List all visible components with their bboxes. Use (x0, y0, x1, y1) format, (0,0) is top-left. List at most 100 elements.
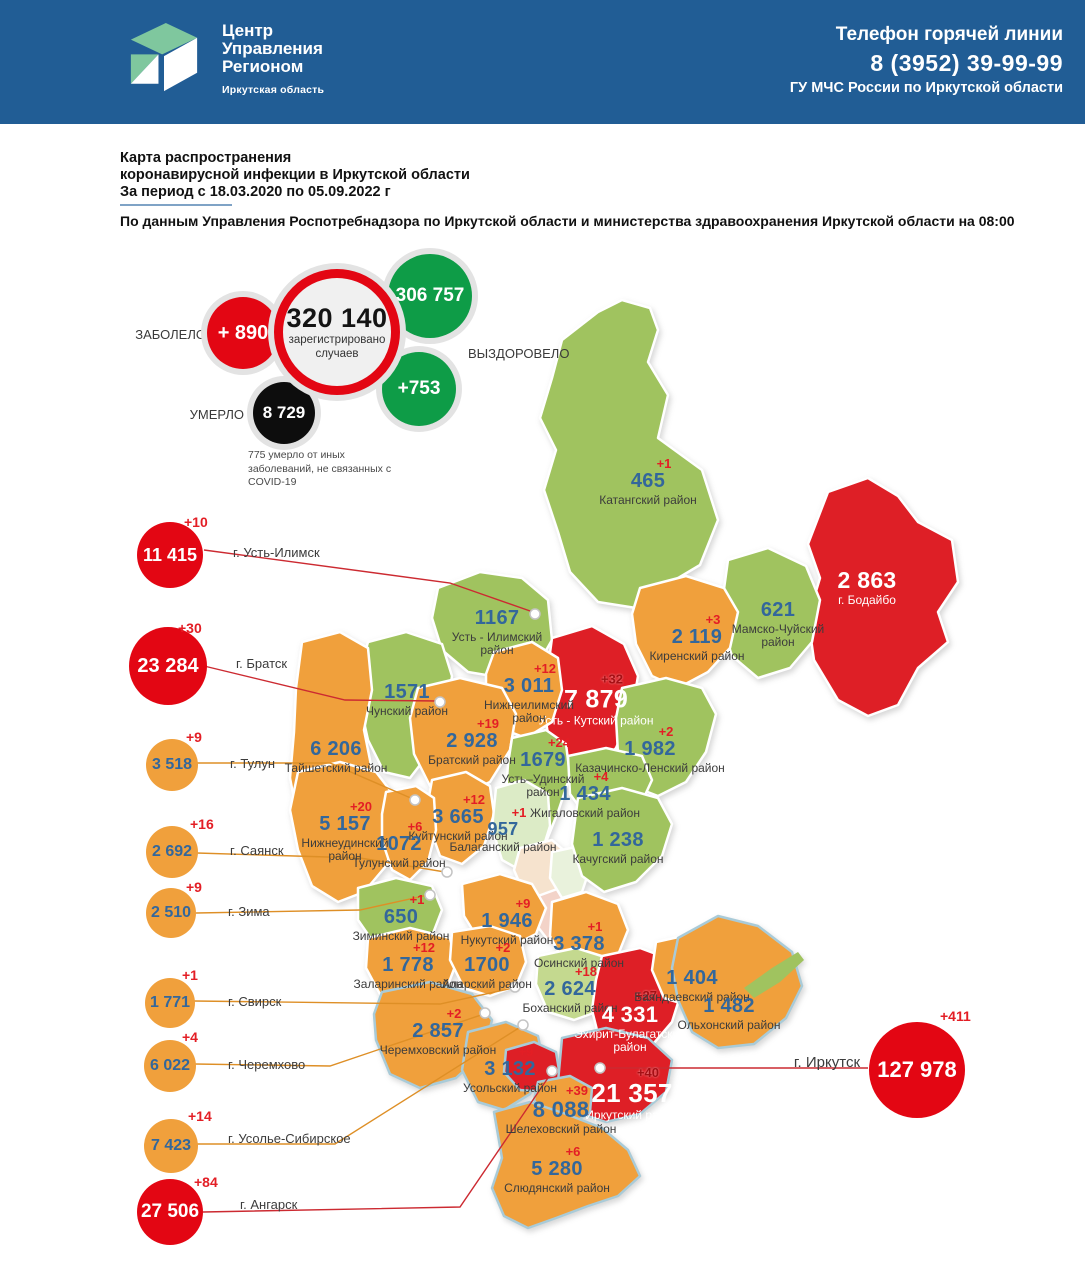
org-name: Центр Управления Регионом Иркутская обла… (222, 21, 325, 96)
died-circle: 8 729 (253, 382, 315, 444)
registered-value: 320 140 (286, 302, 388, 333)
district-label-bokhansky: +18 2 624 Боханский район (522, 963, 618, 1015)
city-circle-angarsk: 27 506 (137, 1179, 203, 1245)
connector-lines (193, 549, 868, 1213)
district-label-slyudyansky: +6 5 280 Слюдянский район (504, 1143, 610, 1195)
city-dot (441, 866, 453, 878)
district-label-ekhirit-bulagatsky: +27 4 331 Эхирит-Булагатский район (574, 988, 686, 1055)
sick-label: ЗАБОЛЕЛО (135, 327, 206, 342)
district-label-nizhneudinsky: +20 5 157 Нижнеудинский район (301, 799, 389, 864)
city-label: г. Зима (228, 904, 270, 919)
hotline-phone: 8 (3952) 39-99-99 (870, 50, 1063, 76)
title-line: коронавирусной инфекции в Иркутской обла… (120, 166, 470, 183)
city-label: г. Черемхово (228, 1057, 306, 1072)
region-olkhon-island (744, 952, 804, 998)
city-delta: +84 (194, 1174, 218, 1190)
city-delta: +10 (184, 514, 208, 530)
title-line: За период с 18.03.2020 по 05.09.2022 г (120, 183, 391, 200)
org-line: Управления (222, 39, 323, 59)
connector-cheremkhovo (194, 1013, 485, 1067)
district-label-balagansky: +1 957 Балаганский район (449, 805, 557, 854)
district-label-kazachinsko-lensky: +2 1 982 Казачинско-Ленский район (575, 723, 725, 775)
city-delta: +411 (940, 1008, 971, 1024)
city-label: г. Ангарск (240, 1197, 298, 1212)
connector-ust-ilimsk (203, 549, 534, 613)
district-label-alarsky: +2 1700 Аларский район (442, 939, 532, 991)
connector-angarsk (202, 1071, 553, 1213)
city-circle-irkutsk: 127 978 (869, 1022, 965, 1118)
city-circle-sayansk: 2 692 (146, 826, 198, 878)
district-label-bodaibo: 2 863 г. Бодайбо (837, 567, 897, 608)
district-label-mamsko-chuisky: 621 Мамско-Чуйский район (731, 599, 825, 650)
city-label: г. Братск (236, 656, 288, 671)
city-circle-cheremkhovo: 6 022 (144, 1040, 196, 1092)
org-subtitle: Иркутская область (222, 83, 325, 96)
city-delta: +30 (178, 620, 202, 636)
city-dot (594, 1062, 606, 1074)
org-line: Регионом (222, 57, 304, 77)
city-delta: +1 (182, 967, 198, 983)
city-circle-bratsk: 23 284 (129, 627, 207, 705)
district-label-cheremkhovsky: +2 2 857 Черемховский район (379, 1005, 497, 1057)
connector-svirsk (193, 987, 514, 1005)
district-label-ust-ilimsky: 1167 Усть - Илимский район (451, 607, 543, 658)
region-tulunsky (380, 784, 438, 882)
region-kachugsky (570, 786, 674, 894)
district-label-bratsky: +19 2 928 Братский район (428, 715, 516, 767)
district-label-chunsky: 1571 Чунский район (366, 680, 448, 718)
region-nizhneudinsky (288, 760, 400, 904)
district-label-ust-kutsky: +32 7 879 Усть - Кутский район (538, 671, 654, 728)
city-dot (479, 1007, 491, 1019)
city-dot (546, 1065, 558, 1077)
connector-usolye (196, 1025, 523, 1145)
city-dot (409, 794, 421, 806)
city-dot (424, 889, 436, 901)
city-label: г. Тулун (230, 756, 276, 771)
district-label-kuitunsky: +12 3 665 Куйтунский район (408, 791, 508, 843)
connector-sayansk (196, 852, 446, 873)
city-dot (517, 1019, 529, 1031)
city-circle-zima: 2 510 (146, 888, 196, 938)
district-label-zalarinsky: +12 1 778 Заларинский район (353, 939, 463, 991)
district-label-nizhneilimsky: +12 3 011 Нижнеилимский район (483, 661, 574, 726)
district-label-zhigalovsky: +4 1 434 Жигаловский район (530, 768, 640, 820)
district-label-tulunsky: +6 1072 Тулунский район (352, 818, 446, 870)
city-label: г. Свирск (228, 994, 282, 1009)
sick-delta-circle: + 890 (207, 297, 279, 369)
hotline-org: ГУ МЧС России по Иркутской области (789, 80, 1063, 96)
city-label: г. Усть-Илимск (233, 545, 320, 560)
connector-bratsk (203, 665, 439, 702)
region-olkhonsky (670, 914, 804, 1050)
district-label-bayandaevsky: 1 404 Баяндаевский район (634, 966, 750, 1004)
recovered-delta-circle: +753 (382, 352, 456, 426)
city-label: г. Иркутск (793, 1054, 860, 1071)
city-circle-usolye-sibirskoye: 7 423 (144, 1119, 198, 1173)
district-label-olkhonsky: 1 482 Ольхонский район (677, 994, 781, 1032)
registered-sub: случаев (315, 347, 359, 360)
title-line: Карта распространения (120, 150, 292, 166)
city-delta: +16 (190, 816, 214, 832)
district-label-ust-udinsky: +24 1679 Усть–Удинский район (501, 735, 585, 800)
data-source-line: По данным Управления Роспотребнадзора по… (120, 213, 1015, 229)
died-value: 8 729 (262, 403, 306, 422)
district-label-shelekhovsky: +39 8 088 Шелеховский район (505, 1082, 617, 1136)
died-label: УМЕРЛО (189, 407, 244, 422)
recovered-circle: 306 757 (388, 254, 472, 338)
district-label-irkutsky: +40 21 357 Иркутский район (585, 1064, 679, 1122)
district-label-osinsky: +1 3 378 Осинский район (533, 918, 625, 970)
hotline-title: Телефон горячей линии (835, 24, 1063, 45)
recovered-delta-value: +753 (397, 378, 441, 399)
district-label-taishetsky: 6 206 Тайшетский район (284, 737, 388, 775)
district-label-kachugsky: 1 238 Качугский район (572, 828, 664, 866)
district-label-usolsky: +9 3 132 Усольский район (463, 1043, 557, 1095)
city-delta: +9 (186, 729, 202, 745)
district-label-ziminsky: +1 650 Зиминский район (352, 891, 450, 943)
title-underline (120, 204, 232, 206)
city-delta: +9 (186, 879, 202, 895)
city-markers (409, 608, 606, 1077)
map-title: Карта распространения коронавирусной инф… (120, 150, 470, 200)
connector-tulun (197, 762, 414, 800)
city-circle-svirsk: 1 771 (145, 978, 195, 1028)
city-delta: +14 (188, 1108, 212, 1124)
